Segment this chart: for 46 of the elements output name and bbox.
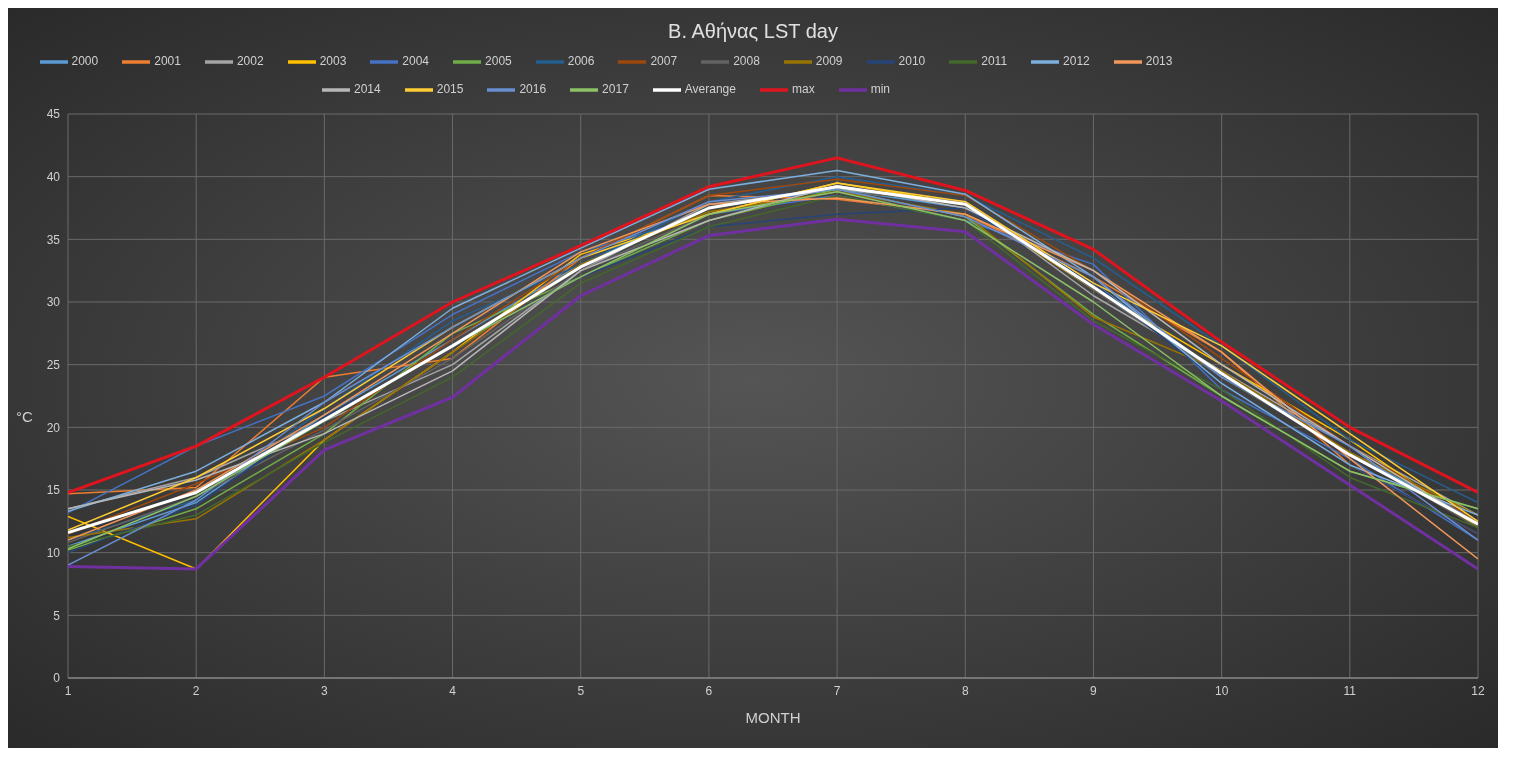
y-tick-label: 10 (46, 545, 61, 560)
x-tick-label: 2 (192, 683, 200, 698)
y-tick-label: 15 (46, 483, 61, 498)
x-tick-label: 6 (705, 683, 713, 698)
x-tick-label: 9 (1090, 683, 1098, 698)
y-axis-title: °C (16, 408, 33, 425)
y-tick-label: 5 (53, 608, 61, 623)
x-tick-label: 11 (1343, 683, 1357, 698)
y-tick-label: 20 (46, 420, 61, 435)
x-tick-label: 8 (961, 683, 969, 698)
legend-label: 2012 (1063, 54, 1090, 69)
legend-label: Averange (684, 82, 736, 97)
x-tick-label: 12 (1471, 683, 1485, 698)
legend-label: 2005 (485, 54, 512, 69)
x-tick-label: 10 (1214, 683, 1229, 698)
x-tick-label: 3 (321, 683, 329, 698)
legend-label: 2011 (981, 54, 1008, 69)
legend-label: 2004 (402, 54, 430, 69)
legend-label: 2014 (354, 82, 381, 97)
legend-label: 2002 (236, 54, 264, 69)
y-tick-label: 30 (46, 295, 61, 310)
legend-label: 2001 (154, 54, 181, 69)
y-tick-label: 40 (46, 169, 61, 184)
x-tick-label: 4 (449, 683, 457, 698)
legend-label: 2013 (1145, 54, 1173, 69)
chart-title: Β. Αθήνας LST day (667, 20, 839, 43)
y-tick-label: 0 (53, 671, 61, 686)
y-tick-label: 25 (46, 357, 61, 372)
legend-label: min (870, 82, 890, 97)
legend-label: 2000 (71, 54, 99, 69)
legend-label: 2009 (815, 54, 843, 69)
legend-label: 2007 (650, 54, 678, 69)
legend-label: 2008 (733, 54, 760, 69)
legend-label: 2010 (898, 54, 926, 69)
x-axis-title: MONTH (745, 709, 801, 726)
legend-label: 2003 (319, 54, 347, 69)
legend-label: 2016 (519, 82, 547, 97)
legend-label: 2015 (436, 82, 464, 97)
x-tick-label: 1 (64, 683, 72, 698)
legend-label: 2017 (602, 82, 629, 97)
legend-label: max (791, 82, 815, 97)
x-tick-label: 5 (577, 683, 585, 698)
x-tick-label: 7 (833, 683, 841, 698)
legend-label: 2006 (567, 54, 595, 69)
y-tick-label: 45 (46, 107, 61, 122)
y-tick-label: 35 (46, 232, 61, 247)
